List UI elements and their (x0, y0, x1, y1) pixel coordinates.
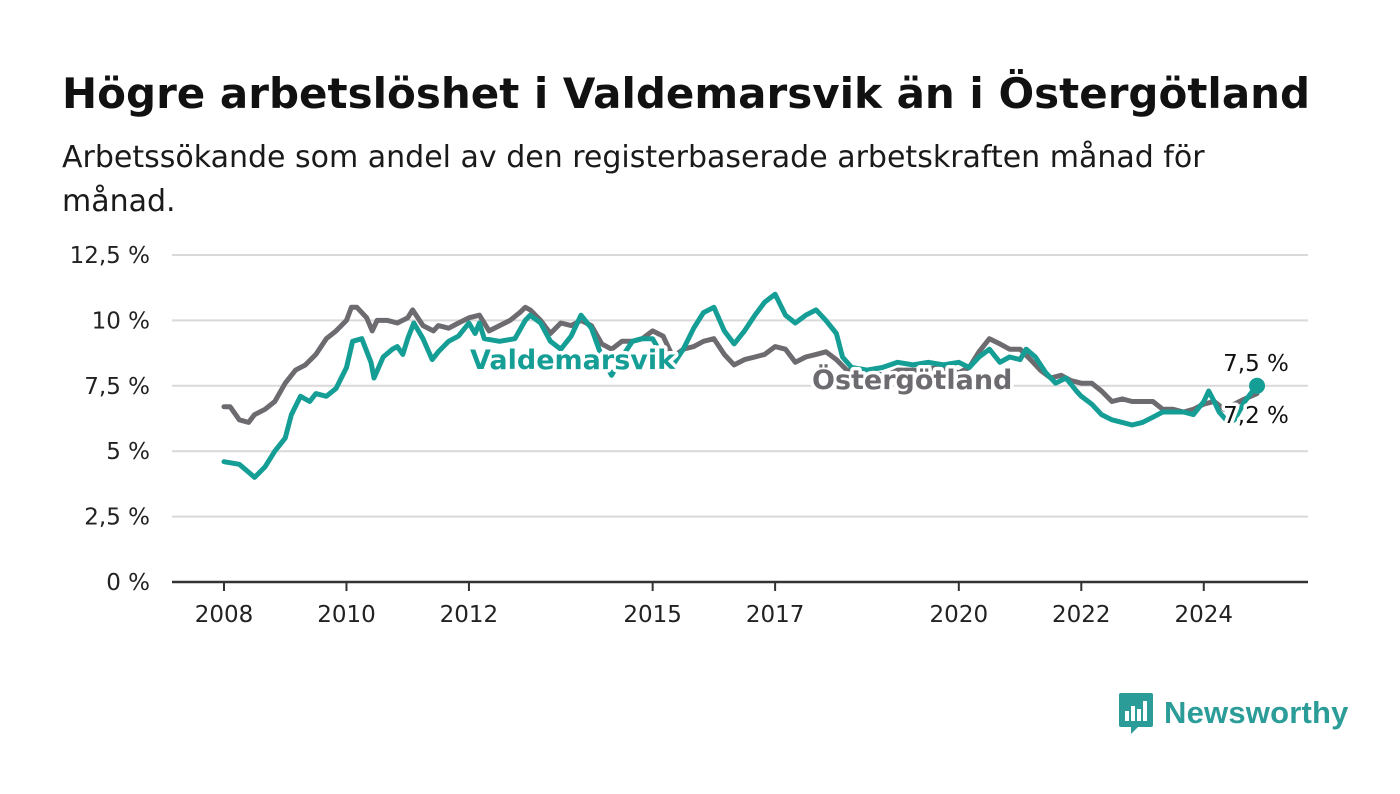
series-labels: ValdemarsvikValdemarsvikÖstergötlandÖste… (467, 342, 1293, 433)
newsworthy-logo: Newsworthy (1118, 690, 1349, 736)
end-value-ostergotland-halo: 7,2 % (1223, 403, 1289, 429)
y-tick-label: 0 % (106, 570, 150, 596)
series-label-ostergotland: Östergötland (812, 363, 1012, 396)
grid-lines (172, 254, 1308, 518)
end-value-valdemarsvik: 7,5 % (1223, 351, 1289, 377)
x-tick-label: 2022 (1052, 602, 1111, 628)
x-tick-label: 2024 (1174, 602, 1233, 628)
chart-subtitle: Arbetssökande som andel av den registerb… (62, 140, 1205, 219)
newsworthy-logo-text: Newsworthy (1164, 695, 1349, 730)
x-tick-label: 2008 (195, 602, 254, 628)
y-tick-label: 10 % (92, 308, 150, 334)
x-axis-ticks: 2008 2010 2012 2015 2017 2020 2022 2024 (195, 582, 1233, 628)
y-tick-label: 12,5 % (70, 243, 150, 269)
chart-title: Högre arbetslöshet i Valdemarsvik än i Ö… (62, 69, 1311, 118)
y-tick-label: 2,5 % (84, 505, 150, 531)
series-label-valdemarsvik-halo: Valdemarsvik (470, 345, 676, 376)
end-value-valdemarsvik-halo: 7,5 % (1223, 351, 1289, 377)
series-label-valdemarsvik: Valdemarsvik (470, 345, 676, 376)
x-tick-label: 2020 (930, 602, 989, 628)
newsworthy-logo-icon (1119, 693, 1153, 734)
y-tick-label: 7,5 % (84, 374, 150, 400)
x-tick-label: 2015 (623, 602, 682, 628)
series-lines (221, 291, 1266, 480)
end-value-ostergotland: 7,2 % (1223, 403, 1289, 429)
series-line-valdemarsvik (221, 291, 1260, 480)
series-end-marker (1249, 377, 1266, 394)
x-tick-label: 2012 (440, 602, 499, 628)
y-tick-label: 5 % (106, 439, 150, 465)
x-tick-label: 2017 (746, 602, 805, 628)
series-label-ostergotland-halo: Östergötland (812, 363, 1012, 396)
series-line-ostergotland (221, 304, 1260, 425)
x-tick-label: 2010 (317, 602, 376, 628)
y-axis-ticks: 0 % 2,5 % 5 % 7,5 % 10 % 12,5 % (70, 243, 150, 596)
